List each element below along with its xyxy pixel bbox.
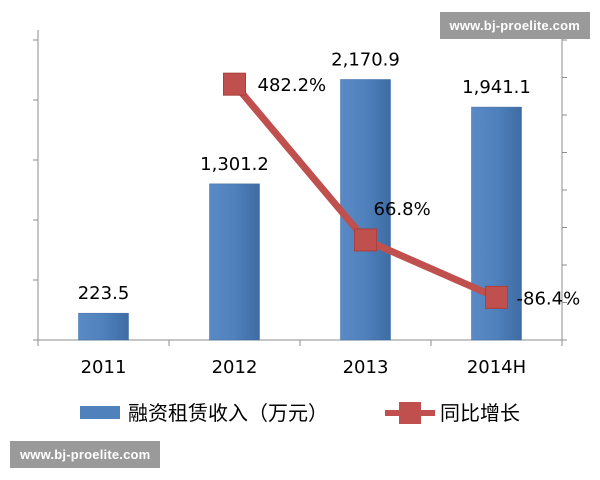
bar (340, 79, 391, 341)
x-tick-label: 2013 (343, 357, 389, 378)
data-labels: 223.5 1,301.2 2,170.9 1,941.1 482.2% 66.8% -86… (78, 49, 580, 309)
bar-series (78, 79, 522, 341)
line-point (354, 228, 377, 252)
bar-data-label: 223.5 (78, 283, 130, 304)
x-tick-labels: 2011 2012 2013 2014H (81, 357, 527, 378)
watermark-bottom: www.bj-proelite.com (10, 441, 161, 468)
legend: 融资租赁收入（万元） 同比增长 (80, 401, 520, 425)
line-point (223, 72, 246, 96)
bar (209, 183, 260, 341)
legend-bar-label: 融资租赁收入（万元） (128, 401, 328, 425)
bar (78, 312, 129, 341)
watermark-top: www.bj-proelite.com (439, 12, 590, 39)
bar-data-label: 2,170.9 (331, 49, 400, 70)
x-tick-label: 2012 (212, 357, 258, 378)
line-series (223, 72, 508, 309)
bar-data-label: 1,941.1 (462, 77, 531, 98)
line-data-label: 482.2% (258, 75, 327, 96)
line-data-label: 66.8% (374, 199, 431, 220)
legend-line-label: 同比增长 (440, 401, 520, 425)
legend-bar-swatch (80, 406, 120, 419)
x-tick-label: 2014H (467, 357, 526, 378)
bar-data-label: 1,301.2 (200, 154, 269, 175)
line-data-label: -86.4% (517, 288, 581, 309)
line-point (485, 285, 508, 309)
legend-line-marker (399, 402, 421, 424)
x-tick-label: 2011 (81, 357, 127, 378)
